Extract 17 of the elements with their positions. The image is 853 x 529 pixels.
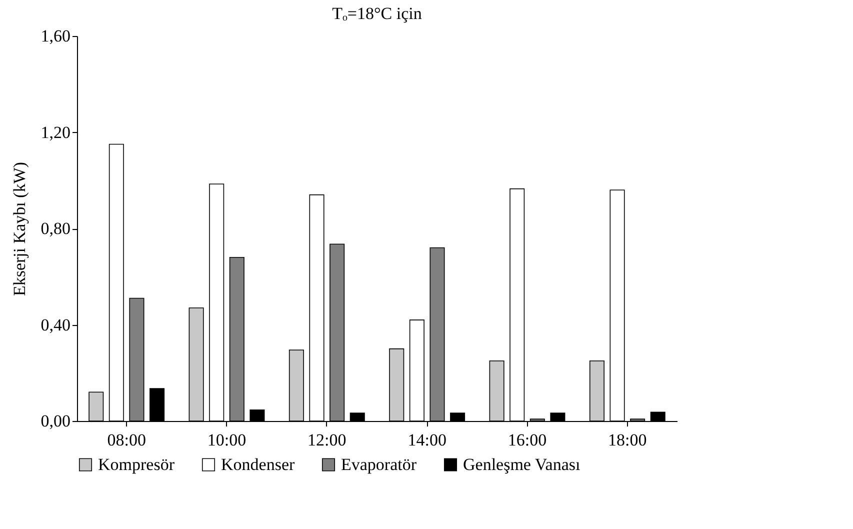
y-tick-label: 0,00 <box>40 412 70 430</box>
x-tick-label: 10:00 <box>207 430 246 450</box>
x-tick-label: 16:00 <box>508 430 547 450</box>
x-tick-label: 12:00 <box>308 430 346 450</box>
y-tick-label: 0,40 <box>40 315 70 334</box>
y-tick-label: 1,20 <box>40 122 70 142</box>
x-tick-label: 14:00 <box>408 430 446 450</box>
legend-label: Kondenser <box>221 454 295 474</box>
x-tick-label: 08:00 <box>107 430 146 450</box>
y-tick-label: 1,60 <box>40 26 70 46</box>
legend-label: Evaporatör <box>341 454 417 474</box>
legend-label: Genleşme Vanası <box>463 454 581 474</box>
x-tick-label: 18:00 <box>608 430 647 450</box>
chart-title: Tₒ=18°C için <box>332 4 422 23</box>
legend-label: Kompresör <box>98 454 175 474</box>
y-axis-title: Ekserji Kaybı (kW) <box>10 162 29 296</box>
y-tick-label: 0,80 <box>40 219 70 238</box>
